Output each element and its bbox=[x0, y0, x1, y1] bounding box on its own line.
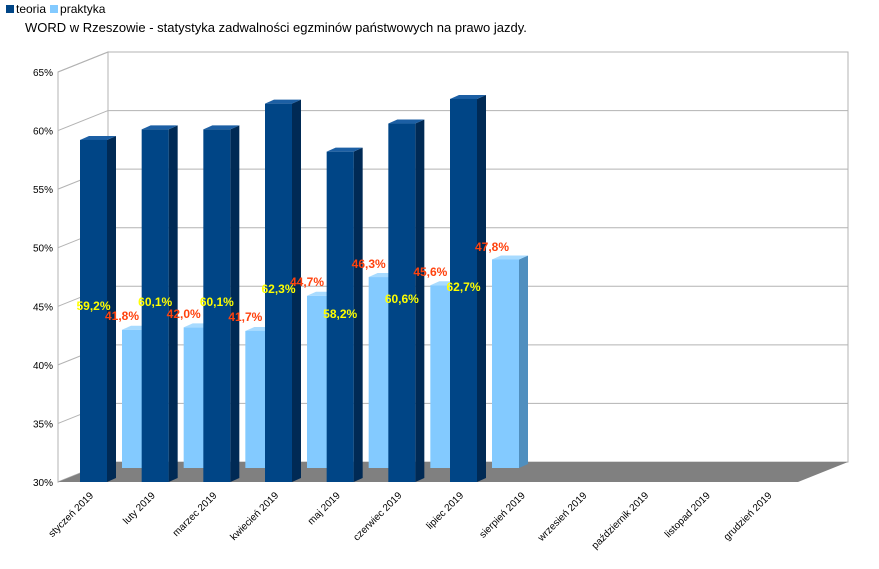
x-tick-label: lipiec 2019 bbox=[425, 490, 467, 532]
data-label-praktyka: 47,8% bbox=[475, 240, 509, 254]
bar-teoria-top bbox=[326, 147, 363, 152]
legend-label-teoria: teoria bbox=[16, 2, 47, 16]
bar-teoria-side bbox=[353, 147, 363, 482]
data-label-praktyka: 45,6% bbox=[413, 265, 447, 279]
bar-teoria-top bbox=[265, 99, 301, 104]
data-label-teoria: 59,2% bbox=[76, 299, 110, 313]
bar-praktyka-side bbox=[519, 255, 528, 468]
data-label-teoria: 60,1% bbox=[200, 295, 234, 309]
legend-swatch-teoria bbox=[6, 5, 14, 13]
bar-teoria-side bbox=[168, 125, 178, 483]
bar-teoria bbox=[265, 103, 292, 482]
chart-legend: teoria praktyka bbox=[6, 2, 105, 16]
y-tick-label: 40% bbox=[33, 361, 53, 372]
bar-teoria-top bbox=[80, 135, 116, 140]
x-tick-label: luty 2019 bbox=[121, 490, 158, 527]
legend-item-teoria: teoria bbox=[6, 2, 46, 16]
data-label-teoria: 60,6% bbox=[385, 292, 419, 306]
x-tick-label: listopad 2019 bbox=[663, 490, 713, 540]
bar-teoria-side bbox=[292, 99, 301, 482]
gridline-side bbox=[57, 110, 109, 132]
y-tick-label: 55% bbox=[33, 185, 53, 196]
bar-teoria bbox=[80, 139, 107, 482]
x-tick-label: marzec 2019 bbox=[171, 490, 220, 539]
x-tick-label: maj 2019 bbox=[306, 490, 343, 527]
bar-teoria-top bbox=[388, 119, 425, 124]
bar-teoria bbox=[388, 123, 416, 483]
data-label-praktyka: 44,7% bbox=[290, 275, 324, 289]
bar-teoria-side bbox=[107, 135, 116, 482]
bar-teoria bbox=[450, 98, 477, 482]
data-label-praktyka: 41,8% bbox=[105, 309, 139, 323]
data-label-praktyka: 46,3% bbox=[352, 257, 386, 271]
bar-teoria-side bbox=[230, 125, 240, 483]
y-tick-label: 65% bbox=[33, 68, 53, 79]
bar-teoria bbox=[141, 129, 169, 482]
data-label-teoria: 60,1% bbox=[138, 295, 172, 309]
x-tick-label: czerwiec 2019 bbox=[351, 490, 404, 543]
data-label-teoria: 62,3% bbox=[261, 282, 295, 296]
bar-praktyka bbox=[492, 259, 519, 468]
y-tick-label: 60% bbox=[33, 127, 53, 138]
data-label-teoria: 58,2% bbox=[323, 307, 357, 321]
bar-teoria-side bbox=[415, 119, 425, 483]
bar-praktyka-top bbox=[492, 255, 528, 260]
x-tick-label: październik 2019 bbox=[590, 490, 652, 552]
bar-teoria bbox=[326, 151, 354, 482]
x-tick-label: grudzień 2019 bbox=[722, 490, 775, 543]
legend-item-praktyka: praktyka bbox=[50, 2, 105, 16]
y-tick-label: 35% bbox=[33, 419, 53, 430]
y-tick-label: 30% bbox=[33, 478, 53, 489]
data-label-praktyka: 42,0% bbox=[167, 307, 201, 321]
x-tick-label: sierpień 2019 bbox=[478, 490, 529, 541]
legend-swatch-praktyka bbox=[50, 5, 59, 13]
bar-teoria-top bbox=[141, 125, 178, 130]
bar-teoria bbox=[203, 129, 231, 482]
x-tick-label: wrzesień 2019 bbox=[535, 490, 589, 544]
bar-teoria-side bbox=[477, 94, 486, 482]
bar-teoria-top bbox=[450, 94, 486, 99]
chart-title: WORD w Rzeszowie - statystyka zadwalnośc… bbox=[25, 20, 527, 35]
x-tick-label: kwiecień 2019 bbox=[229, 490, 282, 543]
y-tick-label: 50% bbox=[33, 244, 53, 255]
gridline-side bbox=[57, 51, 109, 73]
y-tick-label: 45% bbox=[33, 302, 53, 313]
bar-teoria-top bbox=[203, 125, 240, 130]
x-tick-label: styczeń 2019 bbox=[47, 490, 97, 540]
legend-label-praktyka: praktyka bbox=[60, 2, 106, 16]
data-label-teoria: 62,7% bbox=[446, 280, 480, 294]
data-label-praktyka: 41,7% bbox=[228, 310, 262, 324]
